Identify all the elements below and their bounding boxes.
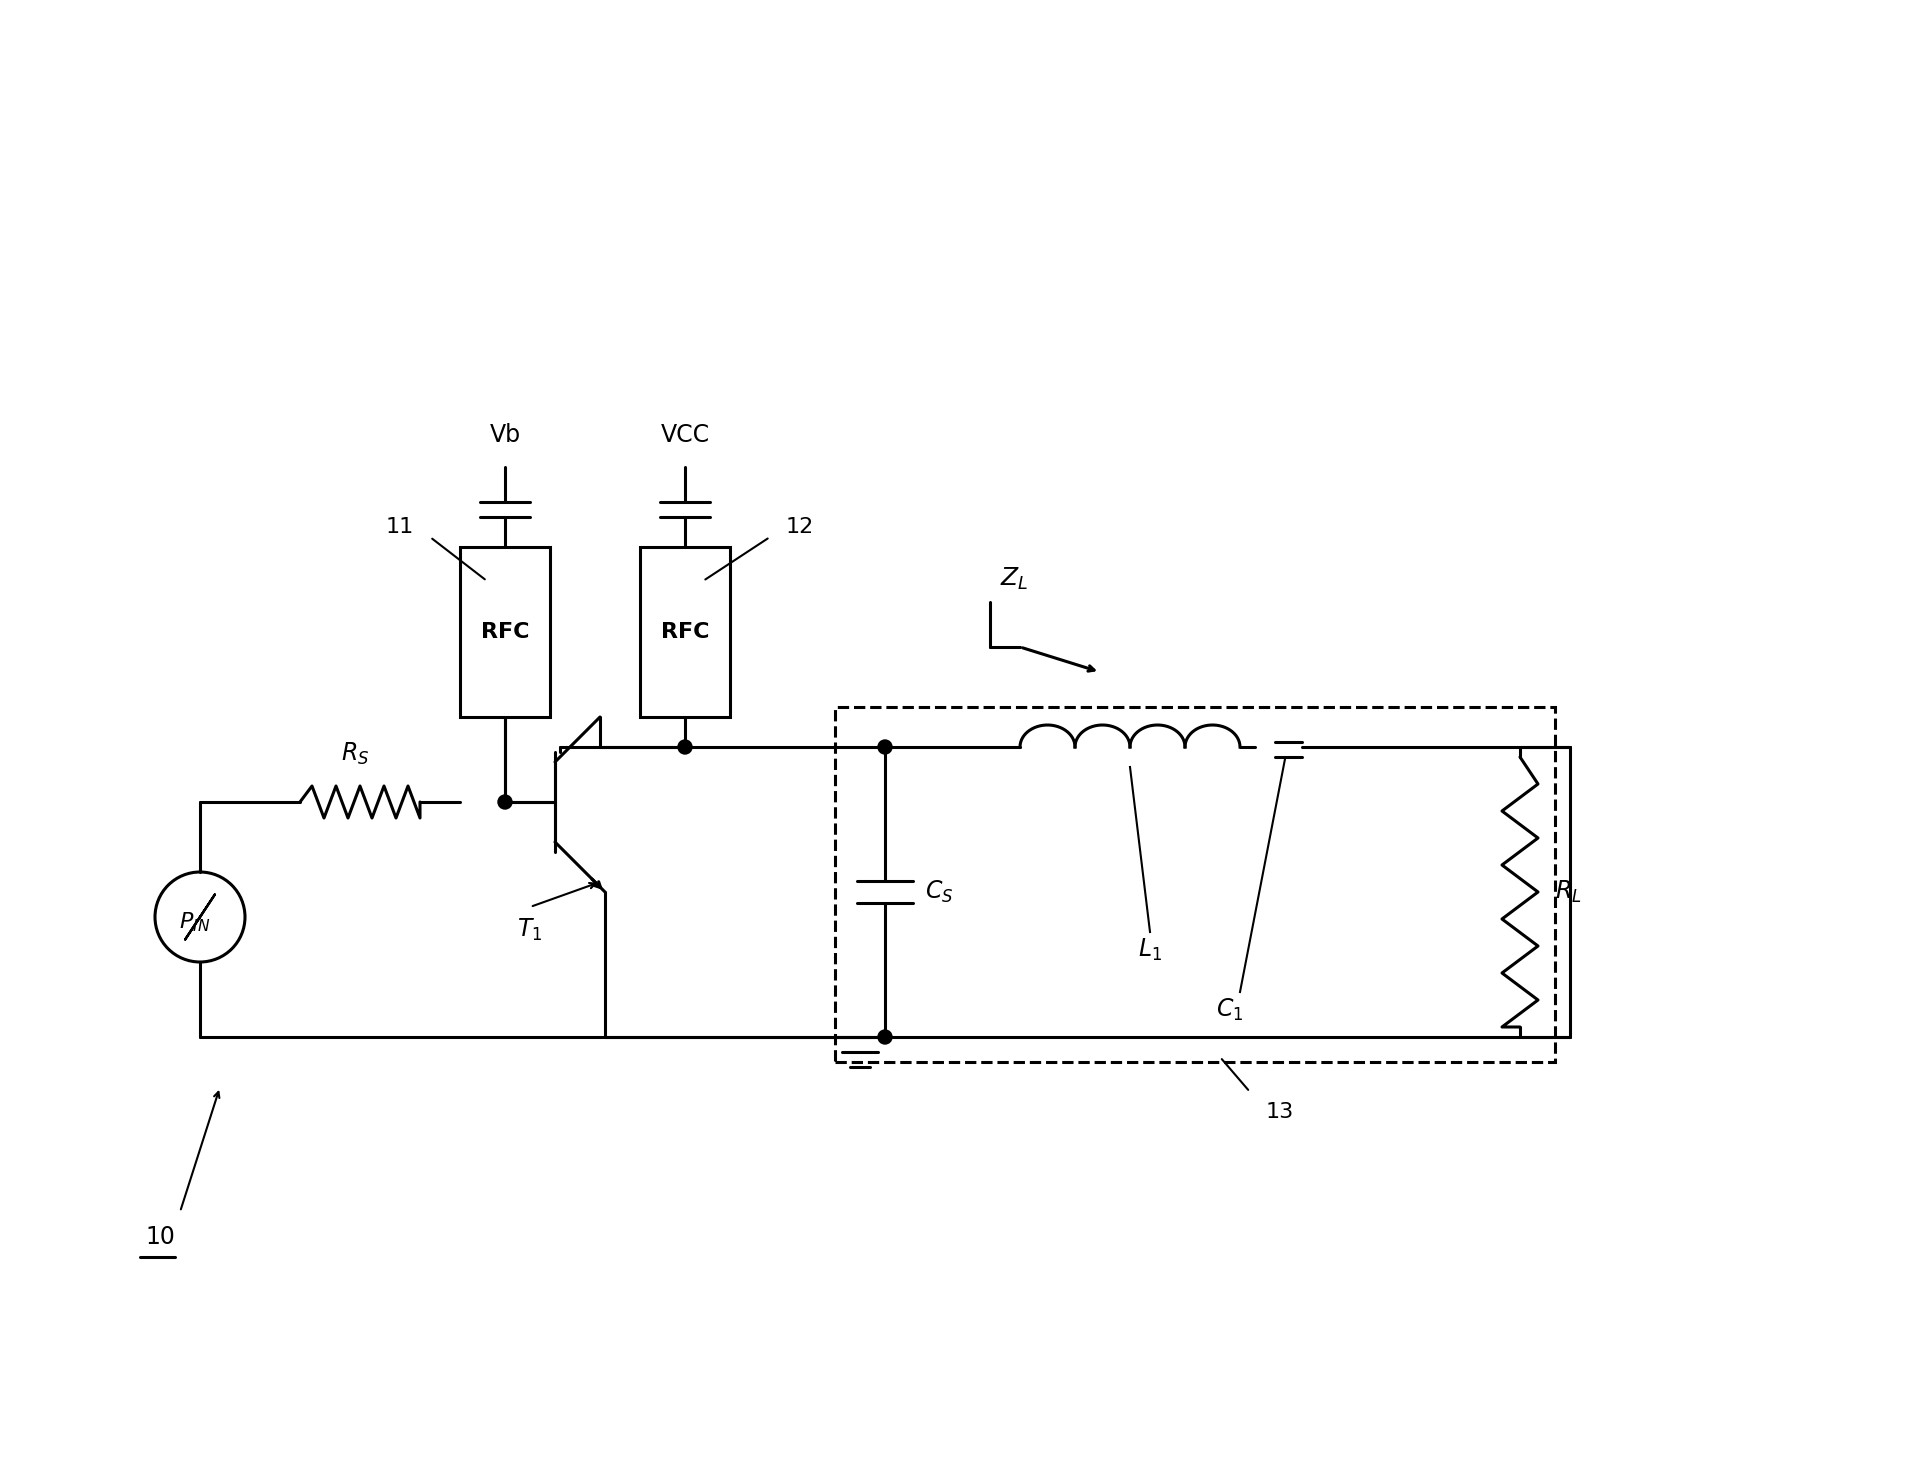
Text: 10: 10 [146, 1225, 175, 1248]
Text: Vb: Vb [489, 422, 520, 447]
Text: $L_1$: $L_1$ [1137, 937, 1162, 964]
Text: RFC: RFC [481, 622, 529, 643]
Text: $C_S$: $C_S$ [924, 879, 953, 905]
Text: $T_1$: $T_1$ [518, 917, 543, 943]
Text: $R_S$: $R_S$ [341, 741, 368, 767]
Circle shape [878, 739, 892, 754]
Text: $R_L$: $R_L$ [1555, 879, 1582, 905]
Text: 13: 13 [1266, 1102, 1295, 1122]
Text: RFC: RFC [660, 622, 710, 643]
FancyBboxPatch shape [641, 547, 731, 717]
FancyBboxPatch shape [460, 547, 550, 717]
Circle shape [878, 1030, 892, 1045]
Circle shape [677, 739, 692, 754]
Text: $C_1$: $C_1$ [1216, 998, 1243, 1022]
Text: $P_{IN}$: $P_{IN}$ [180, 910, 211, 934]
Text: $Z_L$: $Z_L$ [999, 566, 1028, 593]
Circle shape [499, 795, 512, 808]
Text: 12: 12 [786, 516, 813, 537]
Text: VCC: VCC [660, 422, 710, 447]
Text: 11: 11 [386, 516, 414, 537]
